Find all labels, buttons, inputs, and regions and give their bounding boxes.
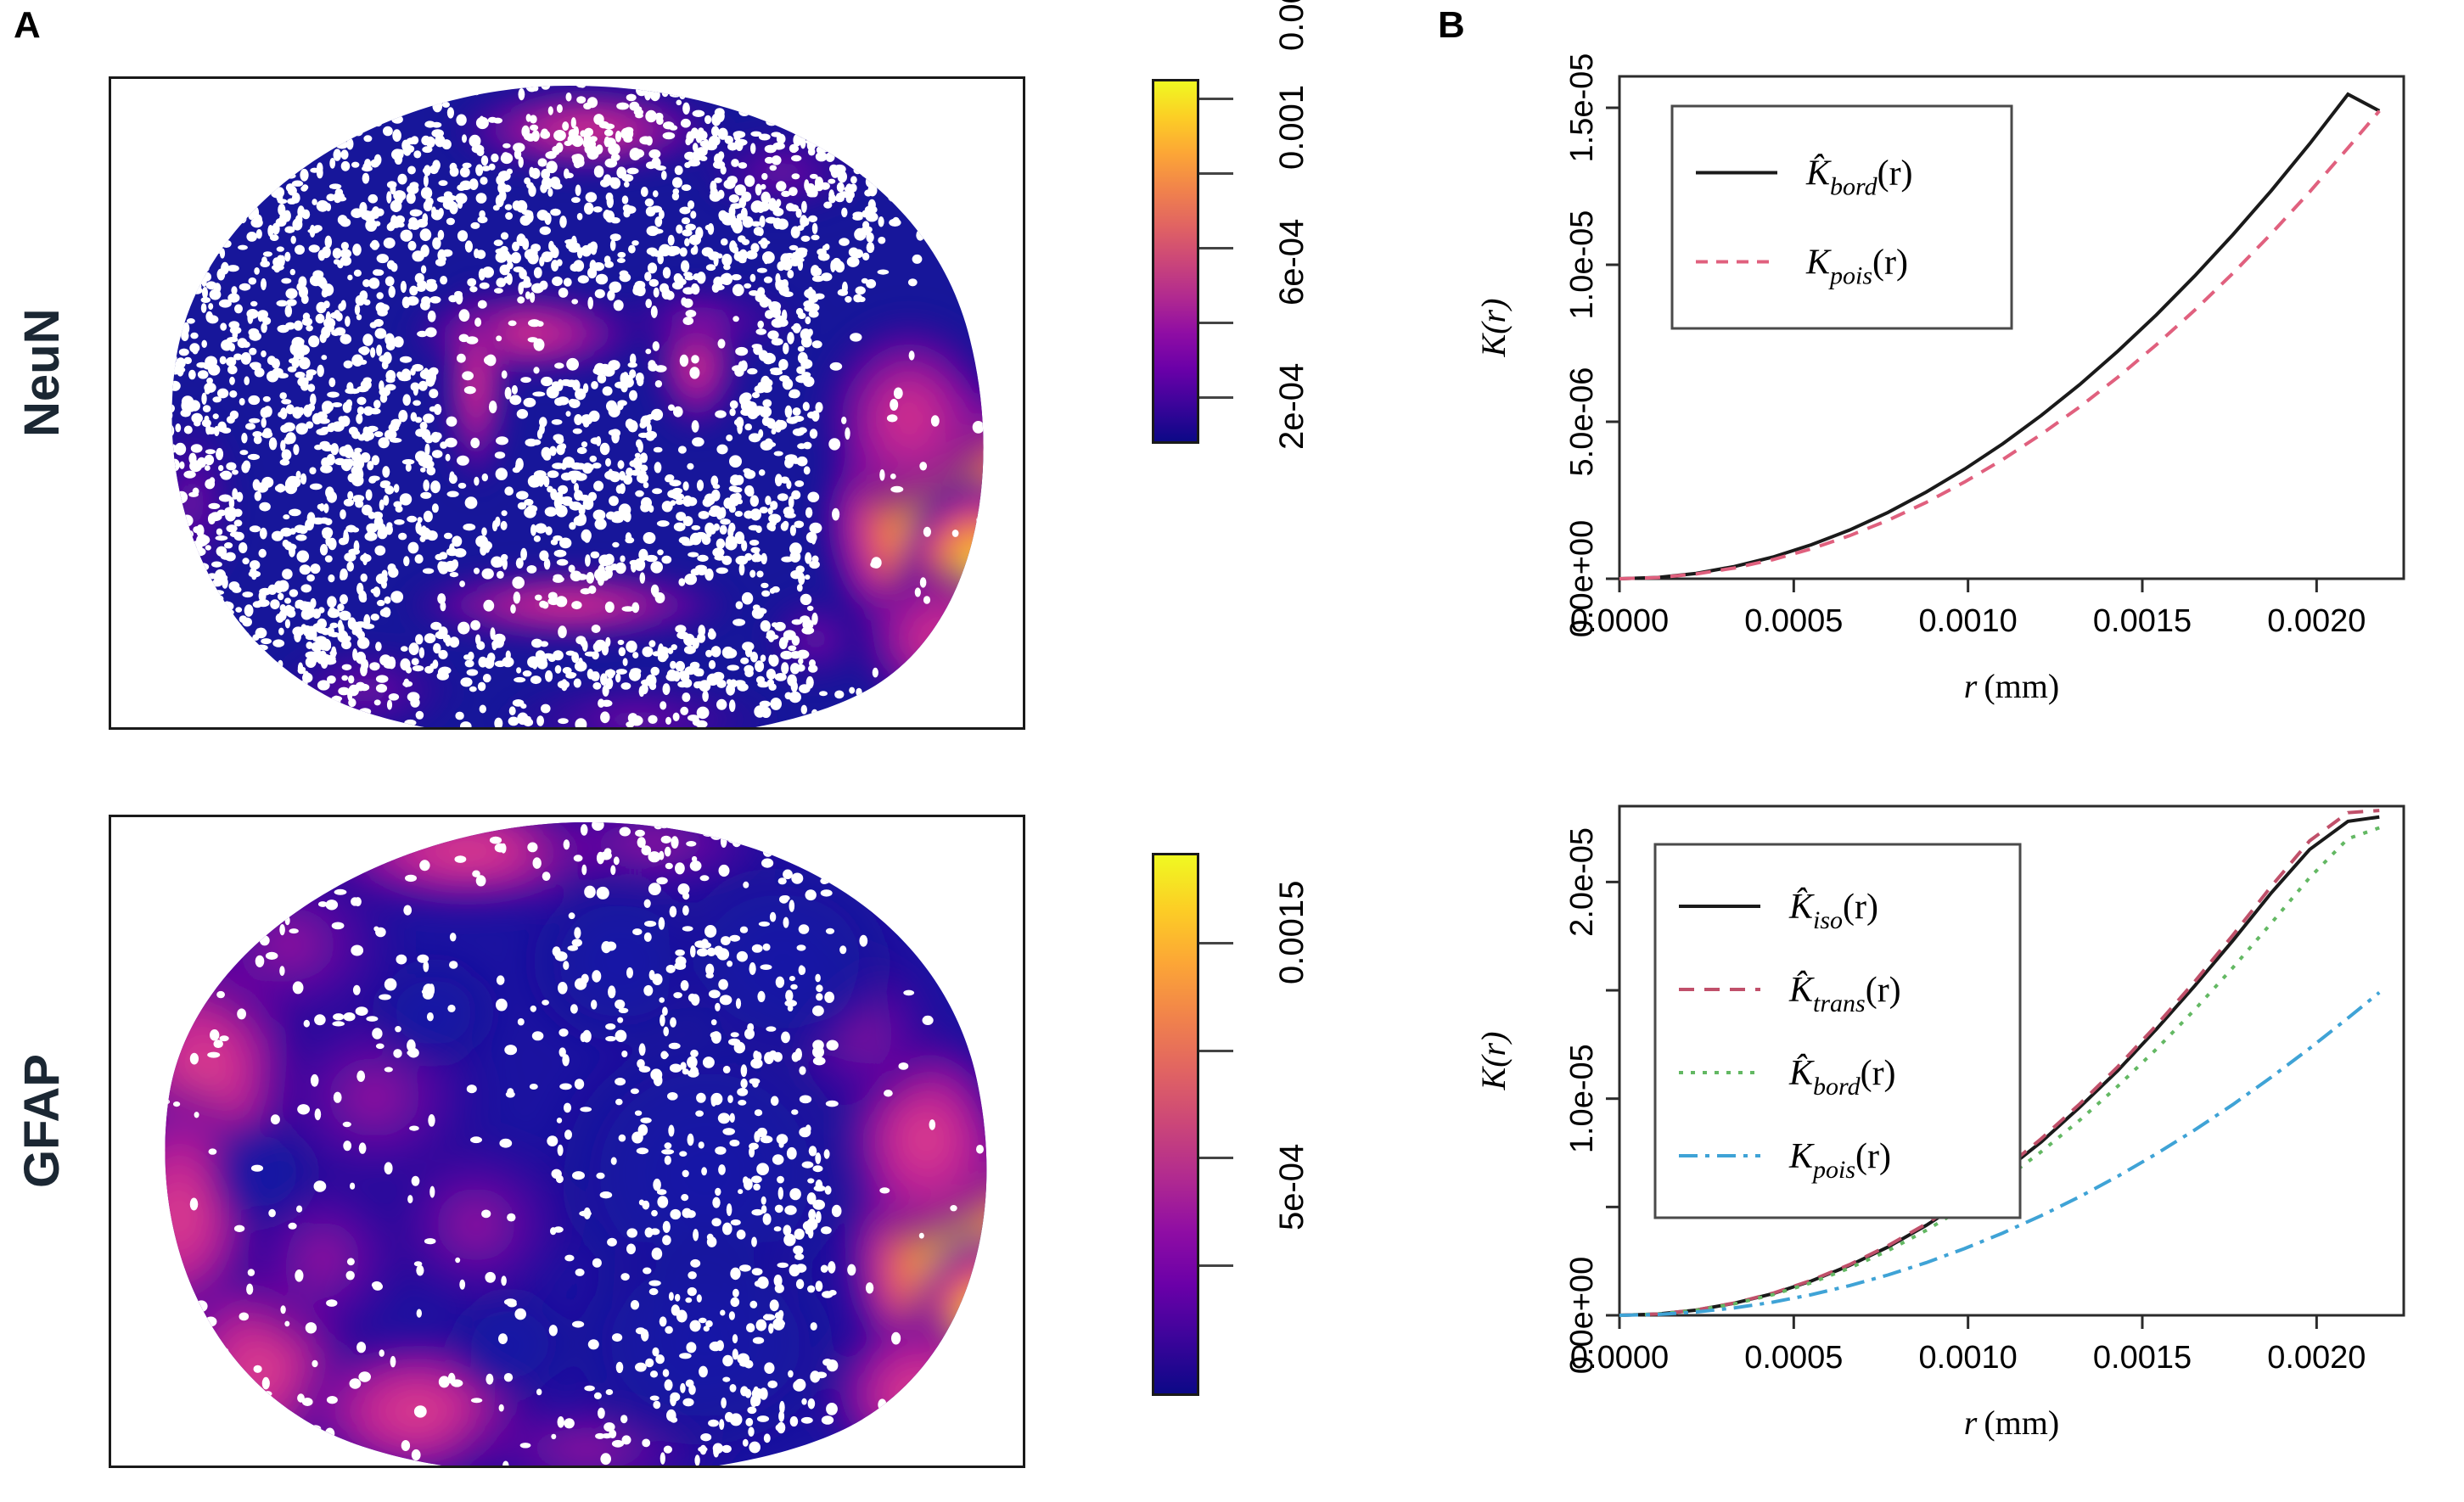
svg-text:0.0015: 0.0015: [2093, 603, 2192, 639]
heatmap-neun-svg: [171, 86, 984, 727]
colorbar-tick: [1199, 1264, 1233, 1267]
svg-text:1.5e-05: 1.5e-05: [1564, 53, 1600, 163]
legend-label: K̂bord(r): [1788, 1053, 1896, 1101]
curve-K_bord(r): [1619, 826, 2380, 1317]
curve-K_pois(r): [1619, 991, 2381, 1317]
svg-text:1.0e-05: 1.0e-05: [1564, 1044, 1600, 1153]
colorbar-tick: [1199, 942, 1233, 944]
legend-label: K̂iso(r): [1788, 887, 1878, 934]
colorbar-tick: [1199, 396, 1233, 399]
legend-box: [1670, 104, 2013, 330]
curve-K_pois(r): [1619, 109, 2381, 580]
svg-text:0.0005: 0.0005: [1744, 603, 1843, 639]
heatmap-gfap-svg: [165, 822, 987, 1466]
colorbar-neun-label-001: 0.001: [1273, 84, 1311, 170]
legend-label: K̂bord(r): [1805, 154, 1913, 201]
colorbar-tick: [1199, 172, 1233, 175]
svg-text:0.0000: 0.0000: [1570, 603, 1669, 639]
colorbar-neun-label-6e04: 6e-04: [1273, 218, 1311, 305]
svg-text:0.0e+00: 0.0e+00: [1564, 520, 1600, 637]
colorbar-gfap-label-5e04: 5e-04: [1273, 1143, 1311, 1230]
svg-text:0.0005: 0.0005: [1744, 1340, 1843, 1376]
legend-label: Kpois(r): [1805, 244, 1908, 290]
svg-text:K(r): K(r): [1474, 299, 1513, 358]
svg-text:K(r): K(r): [1474, 1032, 1513, 1091]
colorbar-tick: [1199, 1157, 1233, 1159]
colorbar-tick: [1199, 247, 1233, 249]
svg-text:0.0015: 0.0015: [2093, 1340, 2192, 1376]
colorbar-tick: [1199, 322, 1233, 324]
panel-label-a: A: [14, 4, 41, 46]
colorbar-gfap: [1152, 853, 1199, 1396]
colorbar-gfap-ticks: [1199, 853, 1237, 1396]
svg-text:0.0010: 0.0010: [1919, 603, 2018, 639]
heatmap-neun-canvas: [111, 79, 1023, 727]
legend-label: Kpois(r): [1788, 1137, 1891, 1184]
colorbar-neun-label-2e04: 2e-04: [1273, 362, 1311, 450]
svg-text:0.0020: 0.0020: [2267, 603, 2366, 639]
row-label-neun: NeuN: [14, 308, 70, 437]
colorbar-neun-label-0014: 0.0014: [1273, 0, 1311, 51]
colorbar-neun: [1152, 79, 1199, 444]
colorbar-neun-ticks: [1199, 79, 1237, 444]
svg-text:0.0010: 0.0010: [1919, 1340, 2018, 1376]
heatmap-gfap: [109, 815, 1025, 1468]
svg-text:0.0e+00: 0.0e+00: [1564, 1257, 1600, 1374]
heatmap-gfap-field: [165, 822, 987, 1466]
svg-text:5.0e-06: 5.0e-06: [1564, 367, 1600, 477]
heatmap-neun: [109, 76, 1025, 730]
heatmap-gfap-canvas: [111, 817, 1023, 1466]
colorbar-tick: [1199, 98, 1233, 100]
colorbar-gfap-label-00015: 0.0015: [1273, 880, 1311, 984]
svg-text:r(mm): r (mm): [1964, 667, 2059, 705]
chart-k-gfap: 0.0000 0.0005 0.0010 0.0015 0.0020 0.0e+00 1.0…: [1443, 764, 2453, 1494]
svg-text:0.0000: 0.0000: [1570, 1340, 1669, 1376]
svg-text:1.0e-05: 1.0e-05: [1564, 210, 1600, 320]
svg-text:0.0020: 0.0020: [2267, 1340, 2366, 1376]
colorbar-tick: [1199, 1050, 1233, 1052]
svg-text:r(mm): r (mm): [1964, 1404, 2059, 1442]
curve-K_bord(r): [1619, 92, 2381, 580]
row-label-gfap: GFAP: [14, 1054, 70, 1188]
svg-text:2.0e-05: 2.0e-05: [1564, 827, 1600, 937]
panel-label-b: B: [1438, 4, 1465, 46]
legend-label: K̂trans(r): [1788, 970, 1901, 1017]
chart-k-neun: 0.0000 0.0005 0.0010 0.0015 0.0020 0.0e+00 5.0…: [1443, 17, 2453, 764]
